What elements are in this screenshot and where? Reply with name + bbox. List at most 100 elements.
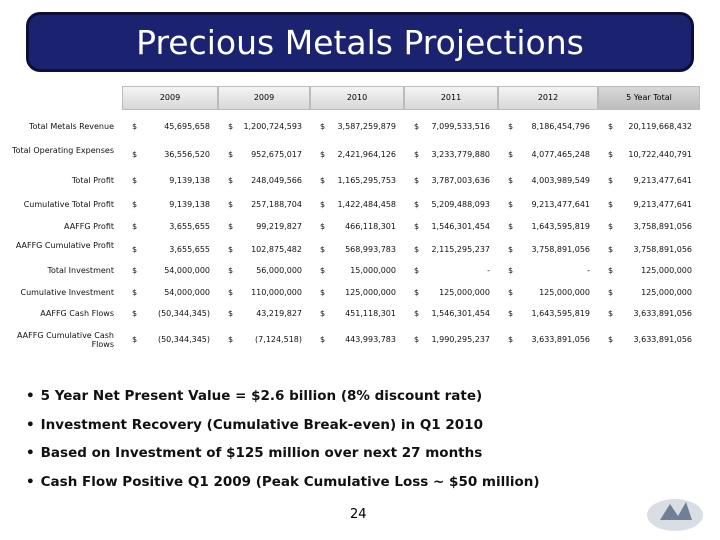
currency-symbol: $ bbox=[132, 245, 138, 254]
currency-symbol: $ bbox=[508, 222, 514, 231]
currency-symbol: $ bbox=[508, 288, 514, 297]
cell-value: 3,758,891,056 bbox=[633, 222, 692, 231]
cell-value: 125,000,000 bbox=[539, 288, 590, 297]
currency-symbol: $ bbox=[132, 266, 138, 275]
currency-symbol: $ bbox=[608, 288, 614, 297]
cell-value: 3,587,259,879 bbox=[337, 122, 396, 131]
cell-value: 15,000,000 bbox=[350, 266, 396, 275]
title-banner: Precious Metals Projections bbox=[26, 12, 694, 72]
row-label: Total Profit bbox=[71, 176, 114, 185]
row-label: AAFFG Cumulative Profit bbox=[15, 241, 114, 250]
table: 2009 2009 2010 2011 2012 5 Year Total Total Me… bbox=[10, 86, 700, 352]
cell-value: 99,219,827 bbox=[256, 222, 302, 231]
currency-symbol: $ bbox=[508, 122, 514, 131]
cell-value: 4,077,465,248 bbox=[531, 150, 590, 159]
cell-value: - bbox=[487, 266, 490, 275]
bullet: Based on Investment of $125 million over… bbox=[26, 445, 540, 474]
currency-symbol: $ bbox=[320, 309, 326, 318]
cell-value: 9,213,477,641 bbox=[633, 200, 692, 209]
currency-symbol: $ bbox=[414, 266, 420, 275]
currency-symbol: $ bbox=[414, 288, 420, 297]
cell-value: 2,115,295,237 bbox=[431, 245, 490, 254]
cell-value: 3,633,891,056 bbox=[633, 309, 692, 318]
currency-symbol: $ bbox=[320, 245, 326, 254]
cell-value: 43,219,827 bbox=[256, 309, 302, 318]
cell-value: 125,000,000 bbox=[439, 288, 490, 297]
cell-value: 952,675,017 bbox=[251, 150, 302, 159]
currency-symbol: $ bbox=[228, 309, 234, 318]
column-header: 2011 bbox=[404, 86, 498, 110]
cell-value: 1,643,595,819 bbox=[531, 222, 590, 231]
cell-value: (50,344,345) bbox=[157, 309, 210, 318]
cell-value: 568,993,783 bbox=[345, 245, 396, 254]
currency-symbol: $ bbox=[228, 288, 234, 297]
cell-value: 7,099,533,516 bbox=[431, 122, 490, 131]
row-label: AAFFG Profit bbox=[64, 222, 114, 231]
row-label: AAFFG Cash Flows bbox=[40, 309, 114, 318]
cell-value: 3,787,003,636 bbox=[431, 176, 490, 185]
currency-symbol: $ bbox=[132, 150, 138, 159]
cell-value: 451,118,301 bbox=[345, 309, 396, 318]
currency-symbol: $ bbox=[414, 176, 420, 185]
currency-symbol: $ bbox=[414, 309, 420, 318]
cell-value: 2,421,964,126 bbox=[337, 150, 396, 159]
cell-value: (50,344,345) bbox=[157, 335, 210, 344]
cell-value: 3,655,655 bbox=[169, 245, 210, 254]
currency-symbol: $ bbox=[228, 200, 234, 209]
currency-symbol: $ bbox=[414, 245, 420, 254]
currency-symbol: $ bbox=[132, 309, 138, 318]
currency-symbol: $ bbox=[508, 266, 514, 275]
cell-value: 10,722,440,791 bbox=[628, 150, 692, 159]
currency-symbol: $ bbox=[508, 309, 514, 318]
cell-value: 1,643,595,819 bbox=[531, 309, 590, 318]
cell-value: 56,000,000 bbox=[256, 266, 302, 275]
cell-value: 20,119,668,432 bbox=[628, 122, 692, 131]
currency-symbol: $ bbox=[320, 122, 326, 131]
cell-value: 125,000,000 bbox=[641, 266, 692, 275]
cell-value: 248,049,566 bbox=[251, 176, 302, 185]
currency-symbol: $ bbox=[608, 309, 614, 318]
row-label: Cumulative Total Profit bbox=[23, 200, 114, 209]
currency-symbol: $ bbox=[132, 200, 138, 209]
currency-symbol: $ bbox=[320, 150, 326, 159]
cell-value: 9,139,138 bbox=[169, 200, 210, 209]
cell-value: 36,556,520 bbox=[164, 150, 210, 159]
cell-value: 1,990,295,237 bbox=[431, 335, 490, 344]
currency-symbol: $ bbox=[414, 122, 420, 131]
cell-value: 1,546,301,454 bbox=[431, 309, 490, 318]
currency-symbol: $ bbox=[132, 122, 138, 131]
logo bbox=[647, 499, 703, 531]
row-label: Total Metals Revenue bbox=[29, 122, 114, 131]
cell-value: 9,139,138 bbox=[169, 176, 210, 185]
cell-value: 466,118,301 bbox=[345, 222, 396, 231]
currency-symbol: $ bbox=[414, 335, 420, 344]
cell-value: 45,695,658 bbox=[164, 122, 210, 131]
currency-symbol: $ bbox=[228, 266, 234, 275]
page-number: 24 bbox=[350, 507, 367, 522]
currency-symbol: $ bbox=[132, 222, 138, 231]
cell-value: 1,165,295,753 bbox=[337, 176, 396, 185]
cell-value: 54,000,000 bbox=[164, 288, 210, 297]
bullet: 5 Year Net Present Value = $2.6 billion … bbox=[26, 388, 540, 417]
bullet-list: 5 Year Net Present Value = $2.6 billion … bbox=[26, 388, 540, 502]
cell-value: 102,875,482 bbox=[251, 245, 302, 254]
currency-symbol: $ bbox=[320, 200, 326, 209]
row-label: Cumulative Investment bbox=[20, 288, 114, 297]
column-header: 2010 bbox=[310, 86, 404, 110]
row-label: Total Operating Expenses bbox=[12, 146, 114, 155]
cell-value: 9,213,477,641 bbox=[531, 200, 590, 209]
cell-value: 3,633,891,056 bbox=[633, 335, 692, 344]
cell-value: 1,200,724,593 bbox=[243, 122, 302, 131]
currency-symbol: $ bbox=[132, 176, 138, 185]
cell-value: 4,003,989,549 bbox=[531, 176, 590, 185]
currency-symbol: $ bbox=[414, 150, 420, 159]
currency-symbol: $ bbox=[608, 335, 614, 344]
currency-symbol: $ bbox=[320, 335, 326, 344]
bullet: Investment Recovery (Cumulative Break-ev… bbox=[26, 417, 540, 446]
currency-symbol: $ bbox=[132, 288, 138, 297]
currency-symbol: $ bbox=[608, 222, 614, 231]
bullet: Cash Flow Positive Q1 2009 (Peak Cumulat… bbox=[26, 474, 540, 503]
cell-value: 3,233,779,880 bbox=[431, 150, 490, 159]
currency-symbol: $ bbox=[320, 222, 326, 231]
currency-symbol: $ bbox=[608, 266, 614, 275]
